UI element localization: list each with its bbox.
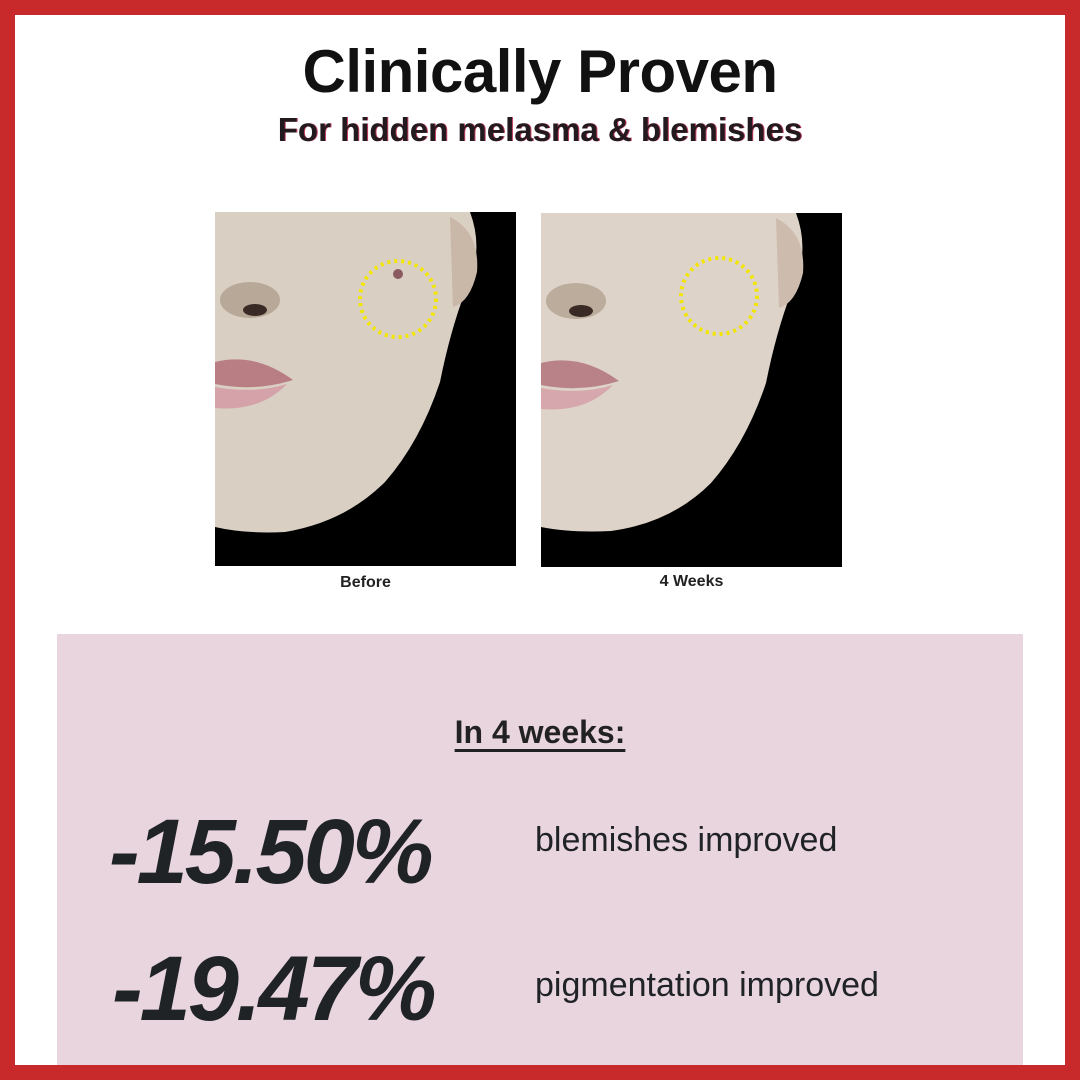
results-heading: In 4 weeks: xyxy=(454,714,626,750)
after-photo xyxy=(541,213,842,567)
page-title: Clinically Proven xyxy=(302,38,778,105)
stat-label-pigmentation: pigmentation improved xyxy=(535,966,879,1004)
after-caption: 4 Weeks xyxy=(659,573,724,590)
stat-label-blemishes: blemishes improved xyxy=(535,821,838,859)
stat-value-pigmentation: -19.47% xyxy=(112,938,437,1040)
before-caption: Before xyxy=(340,574,391,591)
subtitle: For hidden melasma & blemishes xyxy=(277,111,803,148)
stat-value-blemishes: -15.50% xyxy=(109,801,434,903)
before-photo xyxy=(215,212,516,566)
ad-frame: Clinically Proven For hidden melasma & b… xyxy=(15,15,1065,1065)
results-panel: In 4 weeks: -15.50% blemishes improved -… xyxy=(57,634,1023,1065)
highlight-circle xyxy=(358,259,438,339)
highlight-circle xyxy=(679,256,759,336)
